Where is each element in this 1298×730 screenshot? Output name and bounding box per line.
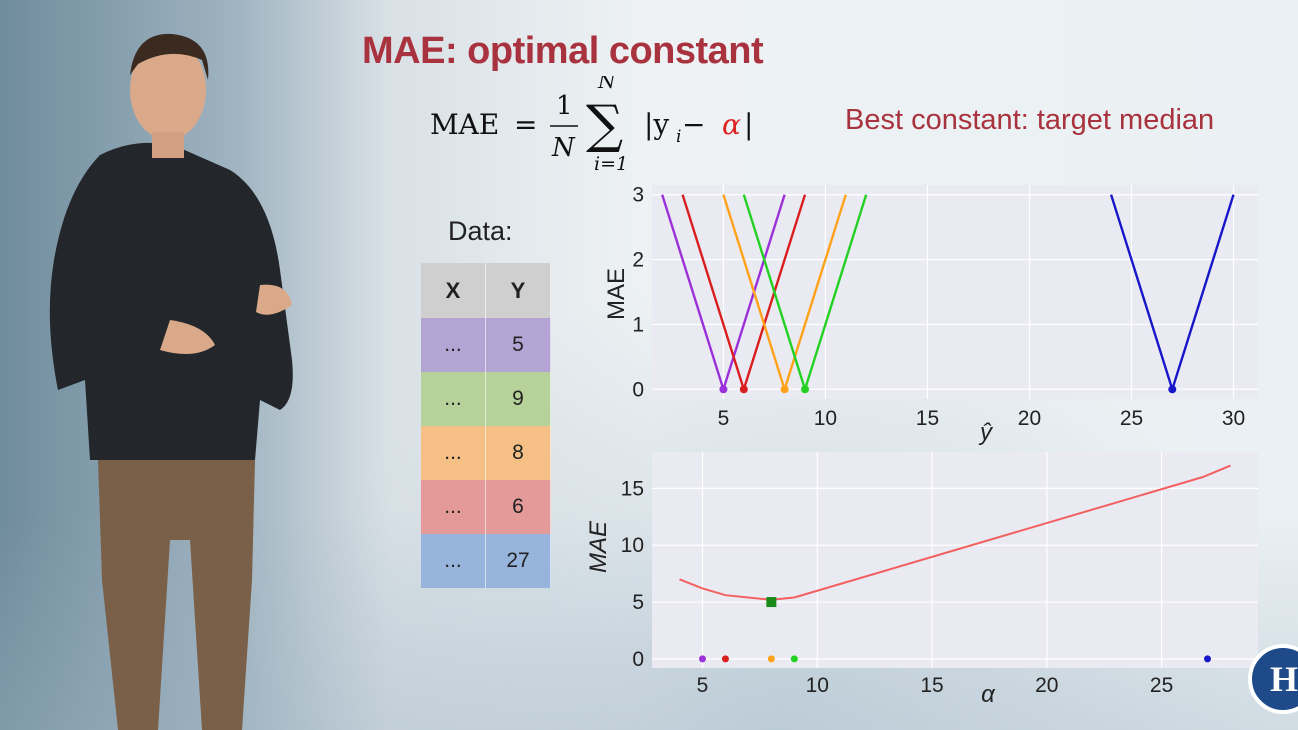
table-row: ... 8: [421, 426, 551, 480]
formula-term-open: |y: [644, 108, 669, 141]
best-constant-note: Best constant: target median: [845, 104, 1215, 136]
table-row: ... 27: [421, 534, 551, 588]
table-cell-x: ...: [421, 318, 486, 372]
hse-logo: H: [1248, 644, 1298, 714]
table-cell-x: ...: [421, 534, 486, 588]
table-cell-x: ...: [421, 480, 486, 534]
table-header-x: X: [421, 263, 486, 318]
table-row: ... 5: [421, 318, 551, 372]
formula-frac-den: N: [551, 133, 576, 163]
table-row: ... 6: [421, 480, 551, 534]
logo-letter: H: [1270, 659, 1298, 699]
formula-term-minus: −: [682, 108, 705, 141]
table-cell-x: ...: [421, 426, 486, 480]
data-table: X Y ... 5... 9... 8... 6... 27: [421, 263, 551, 588]
formula-lhs: MAE: [430, 108, 499, 141]
table-row: ... 9: [421, 372, 551, 426]
data-label: Data:: [448, 216, 513, 246]
formula-term-sub: i: [676, 127, 681, 147]
formula-sum-upper: N: [597, 76, 617, 93]
slide-title: MAE: optimal constant: [362, 30, 764, 72]
table-cell-y: 6: [485, 480, 551, 534]
sum-icon: ∑: [586, 95, 623, 155]
table-cell-y: 27: [485, 534, 551, 588]
presenter-figure: [49, 33, 293, 730]
mae-formula: MAE = 1 N N ∑ i=1 |y i − α |: [430, 76, 753, 175]
formula-term-alpha: α: [722, 108, 741, 141]
formula-frac-num: 1: [556, 91, 573, 121]
table-cell-y: 5: [485, 318, 551, 372]
table-header-y: Y: [485, 263, 551, 318]
formula-term-close: |: [744, 108, 753, 141]
table-cell-x: ...: [421, 372, 486, 426]
formula-equals: =: [514, 108, 537, 141]
table-header-row: X Y: [421, 263, 551, 318]
table-cell-y: 9: [485, 372, 551, 426]
formula-sum-lower: i=1: [594, 153, 628, 175]
table-cell-y: 8: [485, 426, 551, 480]
